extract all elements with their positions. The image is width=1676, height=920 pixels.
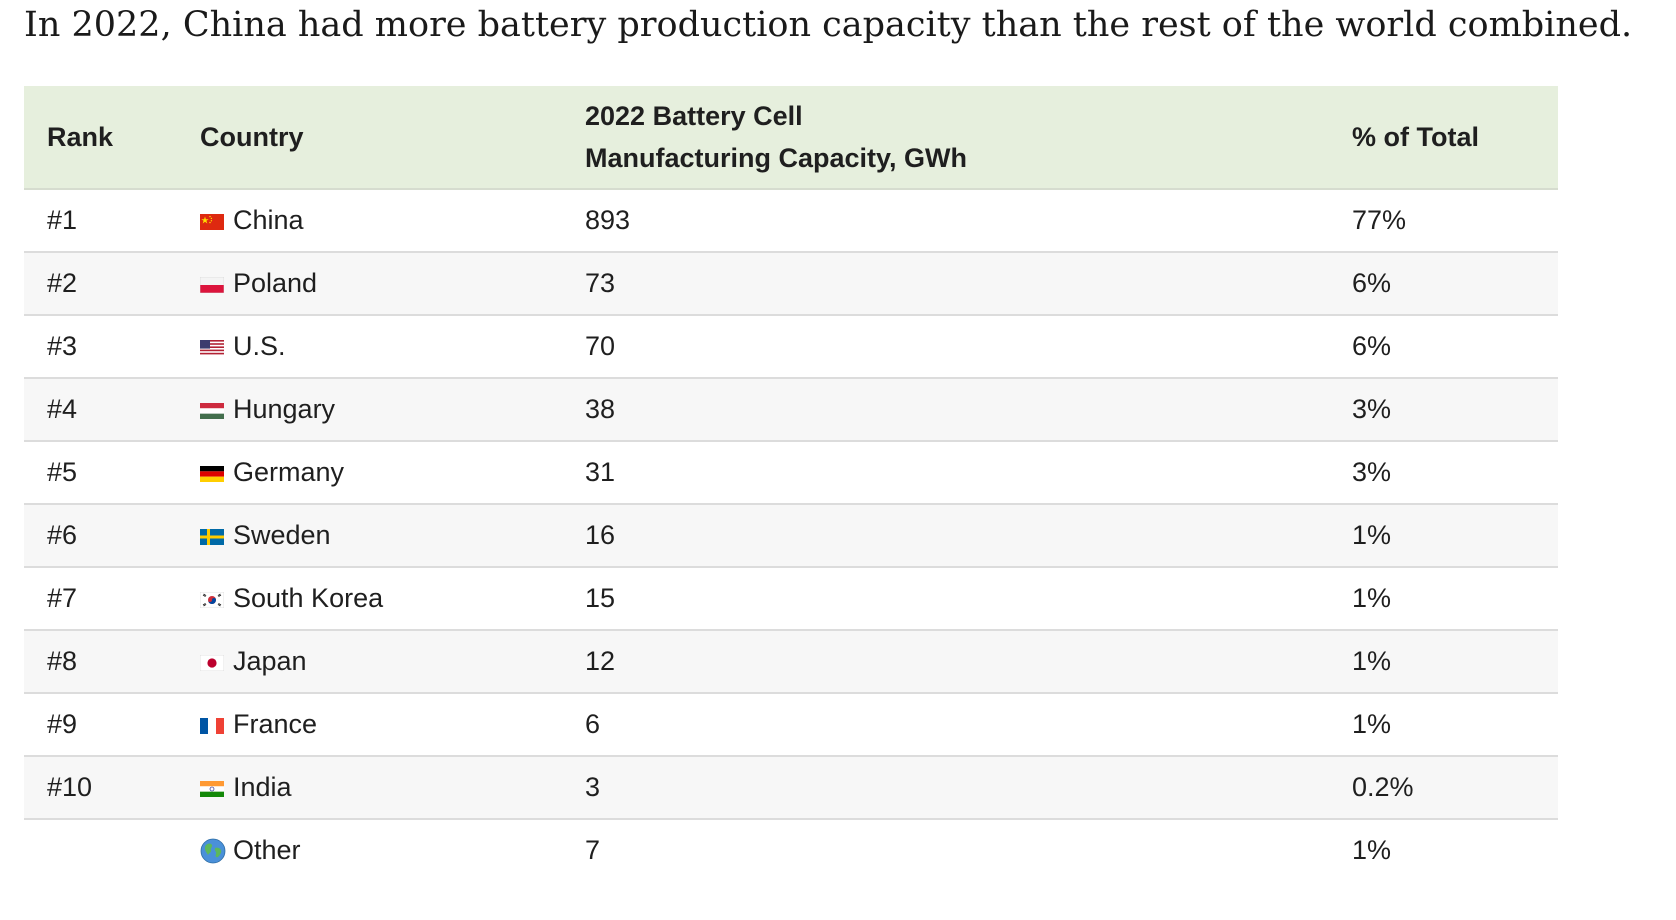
country-cell: India (177, 756, 562, 820)
country-name: China (233, 205, 304, 235)
country-cell: China (177, 189, 562, 253)
rank-cell: #10 (24, 756, 177, 820)
header-capacity-line1: 2022 Battery Cell (585, 101, 803, 131)
rank-cell: #6 (24, 504, 177, 568)
table-row: #6 Sweden 16 1% (24, 504, 1558, 568)
share-cell: 6% (1329, 252, 1558, 316)
header-country: Country (177, 86, 562, 190)
country-cell: Hungary (177, 378, 562, 442)
capacity-cell: 73 (562, 252, 1329, 316)
capacity-cell: 6 (562, 693, 1329, 757)
us-flag-icon (200, 340, 224, 356)
rank-cell: #3 (24, 315, 177, 379)
capacity-cell: 893 (562, 189, 1329, 253)
share-cell: 0.2% (1329, 756, 1558, 820)
country-name: South Korea (233, 583, 384, 613)
table-row: #7 South Korea 15 1% (24, 567, 1558, 631)
battery-capacity-table: Rank Country 2022 Battery Cell Manufactu… (24, 86, 1558, 881)
capacity-cell: 3 (562, 756, 1329, 820)
table-row: #1 China 893 77% (24, 189, 1558, 253)
table-row: #2 Poland 73 6% (24, 252, 1558, 316)
table-row: #4 Hungary 38 3% (24, 378, 1558, 442)
country-cell: Poland (177, 252, 562, 316)
share-cell: 1% (1329, 567, 1558, 631)
header-rank: Rank (24, 86, 177, 190)
share-cell: 1% (1329, 630, 1558, 694)
table-row: Other 7 1% (24, 819, 1558, 881)
country-name: U.S. (233, 331, 286, 361)
rank-cell: #1 (24, 189, 177, 253)
france-flag-icon (200, 718, 224, 734)
country-name: Hungary (233, 394, 336, 424)
rank-cell (24, 819, 177, 881)
share-cell: 1% (1329, 693, 1558, 757)
rank-cell: #9 (24, 693, 177, 757)
table-row: #10 India 3 0.2% (24, 756, 1558, 820)
share-cell: 77% (1329, 189, 1558, 253)
capacity-cell: 16 (562, 504, 1329, 568)
rank-cell: #8 (24, 630, 177, 694)
share-cell: 6% (1329, 315, 1558, 379)
country-cell: U.S. (177, 315, 562, 379)
capacity-cell: 7 (585, 835, 601, 865)
header-share: % of Total (1329, 86, 1558, 190)
table-row: #8 Japan 12 1% (24, 630, 1558, 694)
india-flag-icon (200, 781, 224, 797)
capacity-cell: 31 (562, 441, 1329, 505)
capacity-cell: 15 (562, 567, 1329, 631)
table-row: #9 France 6 1% (24, 693, 1558, 757)
header-capacity: 2022 Battery Cell Manufacturing Capacity… (562, 86, 1329, 190)
country-cell: Other (177, 819, 562, 881)
table-row: #5 Germany 31 3% (24, 441, 1558, 505)
table-row: #3 U.S. 70 6% (24, 315, 1558, 379)
country-name: France (233, 709, 318, 739)
share-cell: 3% (1329, 441, 1558, 505)
germany-flag-icon (200, 466, 224, 482)
capacity-cell: 38 (562, 378, 1329, 442)
country-name: Poland (233, 268, 318, 298)
share-cell: 3% (1329, 378, 1558, 442)
country-cell: France (177, 693, 562, 757)
country-cell: Germany (177, 441, 562, 505)
poland-flag-icon (200, 277, 224, 293)
country-name: Japan (233, 646, 307, 676)
globe-icon (200, 838, 226, 864)
share-cell: 1% (1329, 504, 1558, 568)
sweden-flag-icon (200, 529, 224, 545)
capacity-cell: 70 (562, 315, 1329, 379)
rank-cell: #7 (24, 567, 177, 631)
country-name: Germany (233, 457, 345, 487)
country-name: Sweden (233, 520, 331, 550)
rank-cell: #4 (24, 378, 177, 442)
headline: In 2022, China had more battery producti… (24, 5, 1633, 45)
table-header-row: Rank Country 2022 Battery Cell Manufactu… (24, 86, 1558, 190)
share-cell: 1% (1352, 835, 1392, 865)
hungary-flag-icon (200, 403, 224, 419)
south-korea-flag-icon (200, 592, 224, 608)
header-capacity-line2: Manufacturing Capacity, GWh (585, 143, 968, 173)
rank-cell: #2 (24, 252, 177, 316)
country-cell: Japan (177, 630, 562, 694)
country-name: Other (233, 835, 301, 865)
rank-cell: #5 (24, 441, 177, 505)
japan-flag-icon (200, 655, 224, 671)
country-name: India (233, 772, 292, 802)
country-cell: Sweden (177, 504, 562, 568)
country-cell: South Korea (177, 567, 562, 631)
china-flag-icon (200, 214, 224, 230)
capacity-cell: 12 (562, 630, 1329, 694)
